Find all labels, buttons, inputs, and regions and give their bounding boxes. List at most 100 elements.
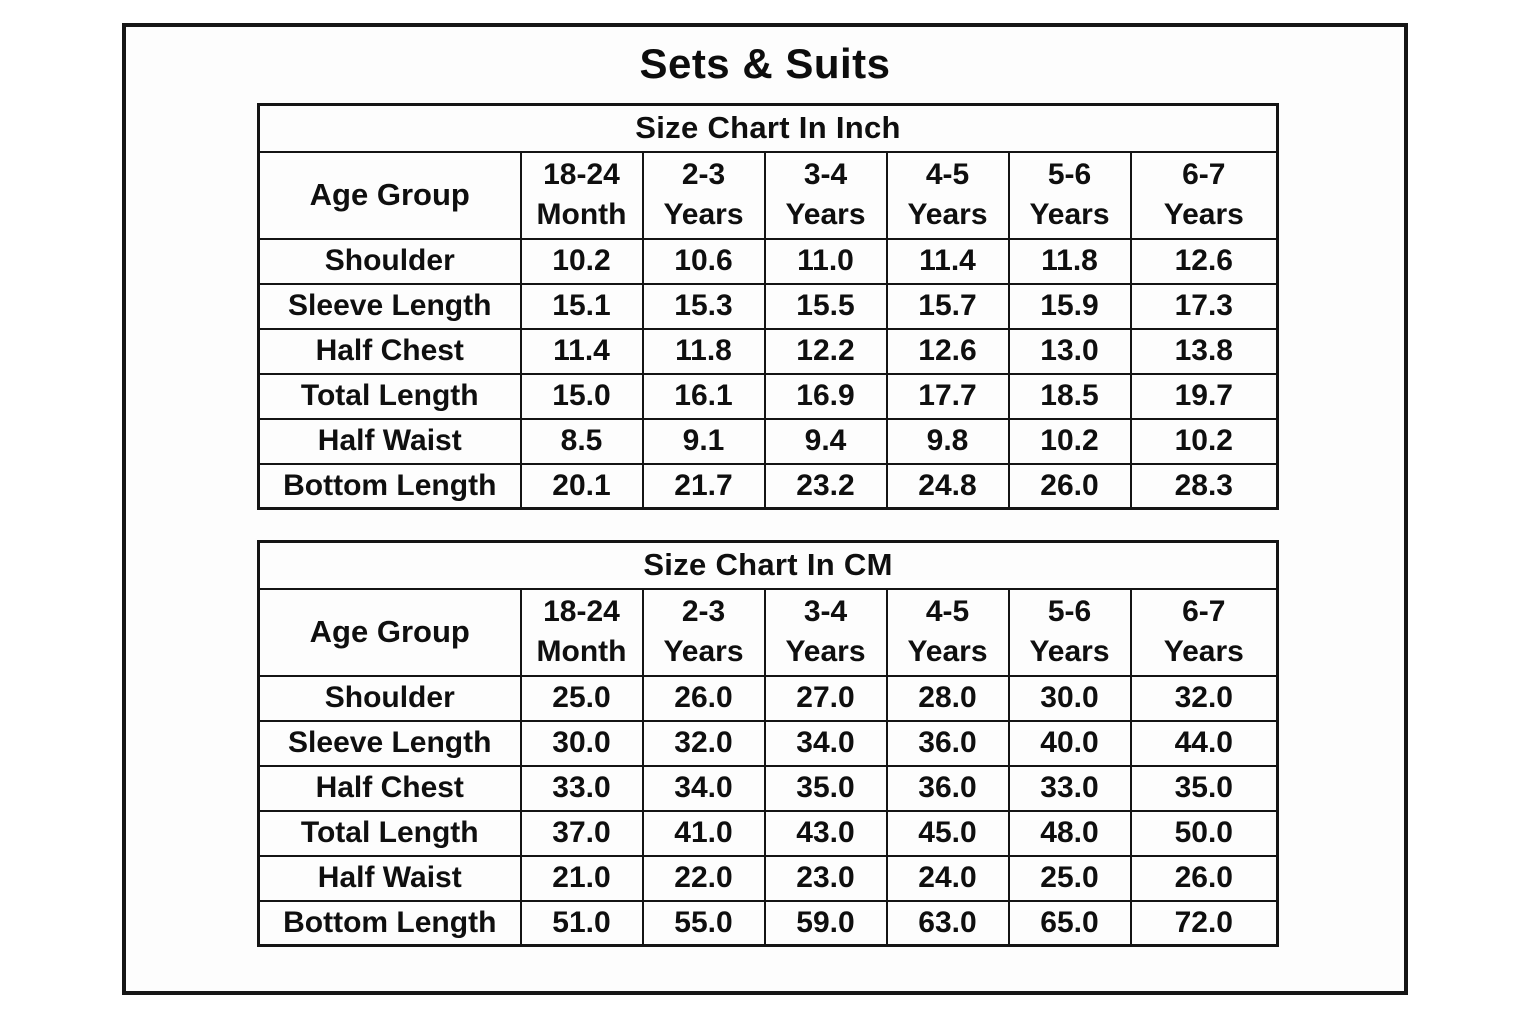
value-cell: 33.0 (1007, 764, 1132, 812)
age-column-header: 6-7 Years (1129, 587, 1279, 677)
value-cell: 25.0 (1007, 854, 1132, 902)
age-column-header: 18-24 Month (519, 587, 644, 677)
value-cell: 34.0 (641, 764, 766, 812)
age-column-header: 5-6 Years (1007, 150, 1132, 240)
value-cell: 12.6 (885, 327, 1010, 375)
value-cell: 24.8 (885, 462, 1010, 510)
table-row: Sleeve Length 15.1 15.3 15.5 15.7 15.9 17.3 (257, 282, 1279, 330)
age-column-line: Years (1163, 198, 1244, 231)
value-cell: 15.9 (1007, 282, 1132, 330)
table-row: Half Waist 8.5 9.1 9.4 9.8 10.2 10.2 (257, 417, 1279, 465)
age-column-header: 2-3 Years (641, 150, 766, 240)
age-column-line: Years (785, 198, 866, 231)
row-label: Half Chest (257, 764, 522, 812)
value-cell: 21.7 (641, 462, 766, 510)
table-row: Half Waist 21.0 22.0 23.0 24.0 25.0 26.0 (257, 854, 1279, 902)
value-cell: 9.4 (763, 417, 888, 465)
value-cell: 11.8 (1007, 237, 1132, 285)
age-column-line: 4-5 (925, 595, 970, 628)
table-header-row: Age Group 18-24 Month 2-3 Years 3-4 Years 4-5 Ye… (257, 150, 1279, 240)
age-column-line: Month (536, 198, 627, 231)
value-cell: 9.8 (885, 417, 1010, 465)
age-column-line: Years (1029, 635, 1110, 668)
value-cell: 22.0 (641, 854, 766, 902)
value-cell: 63.0 (885, 899, 1010, 947)
table-row: Shoulder 25.0 26.0 27.0 28.0 30.0 32.0 (257, 674, 1279, 722)
value-cell: 30.0 (519, 719, 644, 767)
value-cell: 13.8 (1129, 327, 1279, 375)
value-cell: 8.5 (519, 417, 644, 465)
value-cell: 43.0 (763, 809, 888, 857)
age-column-header: 3-4 Years (763, 150, 888, 240)
value-cell: 36.0 (885, 764, 1010, 812)
value-cell: 30.0 (1007, 674, 1132, 722)
value-cell: 51.0 (519, 899, 644, 947)
age-column-line: 18-24 (543, 595, 620, 628)
value-cell: 33.0 (519, 764, 644, 812)
value-cell: 15.1 (519, 282, 644, 330)
size-chart-card: Sets & Suits Size Chart In Inch Age Group… (122, 23, 1408, 995)
age-column-line: Month (536, 635, 627, 668)
value-cell: 12.6 (1129, 237, 1279, 285)
value-cell: 55.0 (641, 899, 766, 947)
row-label: Bottom Length (257, 899, 522, 947)
value-cell: 23.0 (763, 854, 888, 902)
age-column-line: Years (663, 635, 744, 668)
age-column-line: 6-7 (1182, 158, 1226, 191)
value-cell: 44.0 (1129, 719, 1279, 767)
value-cell: 65.0 (1007, 899, 1132, 947)
value-cell: 37.0 (519, 809, 644, 857)
age-group-header: Age Group (257, 587, 522, 677)
value-cell: 21.0 (519, 854, 644, 902)
value-cell: 18.5 (1007, 372, 1132, 420)
age-column-line: 3-4 (803, 158, 848, 191)
table-title: Size Chart In Inch (257, 103, 1279, 153)
value-cell: 13.0 (1007, 327, 1132, 375)
value-cell: 50.0 (1129, 809, 1279, 857)
age-column-line: Years (785, 635, 866, 668)
value-cell: 17.7 (885, 372, 1010, 420)
row-label: Half Chest (257, 327, 522, 375)
age-column-line: 5-6 (1047, 158, 1092, 191)
age-column-line: Years (1029, 198, 1110, 231)
table-row: Sleeve Length 30.0 32.0 34.0 36.0 40.0 44.0 (257, 719, 1279, 767)
value-cell: 26.0 (1007, 462, 1132, 510)
row-label: Sleeve Length (257, 282, 522, 330)
value-cell: 59.0 (763, 899, 888, 947)
table-row: Total Length 15.0 16.1 16.9 17.7 18.5 19.7 (257, 372, 1279, 420)
value-cell: 10.6 (641, 237, 766, 285)
value-cell: 17.3 (1129, 282, 1279, 330)
value-cell: 10.2 (1007, 417, 1132, 465)
table-row: Half Chest 33.0 34.0 35.0 36.0 33.0 35.0 (257, 764, 1279, 812)
table-header-row: Age Group 18-24 Month 2-3 Years 3-4 Years 4-5 Ye… (257, 587, 1279, 677)
row-label: Shoulder (257, 237, 522, 285)
table-title-row: Size Chart In Inch (257, 103, 1279, 153)
age-column-header: 4-5 Years (885, 587, 1010, 677)
value-cell: 15.5 (763, 282, 888, 330)
value-cell: 16.9 (763, 372, 888, 420)
age-column-line: 4-5 (925, 158, 970, 191)
age-column-line: 2-3 (681, 158, 726, 191)
value-cell: 36.0 (885, 719, 1010, 767)
size-chart-table-cm: Size Chart In CM Age Group 18-24 Month 2-3 Ye… (257, 540, 1280, 947)
table-row: Shoulder 10.2 10.6 11.0 11.4 11.8 12.6 (257, 237, 1279, 285)
row-label: Total Length (257, 809, 522, 857)
value-cell: 15.3 (641, 282, 766, 330)
age-column-line: 5-6 (1047, 595, 1092, 628)
table-row: Bottom Length 20.1 21.7 23.2 24.8 26.0 28.3 (257, 462, 1279, 510)
row-label: Half Waist (257, 417, 522, 465)
row-label: Half Waist (257, 854, 522, 902)
value-cell: 9.1 (641, 417, 766, 465)
size-chart-table-inch: Size Chart In Inch Age Group 18-24 Month 2-3… (257, 103, 1280, 510)
age-column-header: 5-6 Years (1007, 587, 1132, 677)
value-cell: 11.8 (641, 327, 766, 375)
value-cell: 32.0 (641, 719, 766, 767)
age-column-header: 4-5 Years (885, 150, 1010, 240)
value-cell: 10.2 (519, 237, 644, 285)
value-cell: 26.0 (641, 674, 766, 722)
age-column-line: 2-3 (681, 595, 726, 628)
value-cell: 32.0 (1129, 674, 1279, 722)
age-column-line: 3-4 (803, 595, 848, 628)
table-title: Size Chart In CM (257, 540, 1279, 590)
age-column-line: Years (907, 198, 988, 231)
